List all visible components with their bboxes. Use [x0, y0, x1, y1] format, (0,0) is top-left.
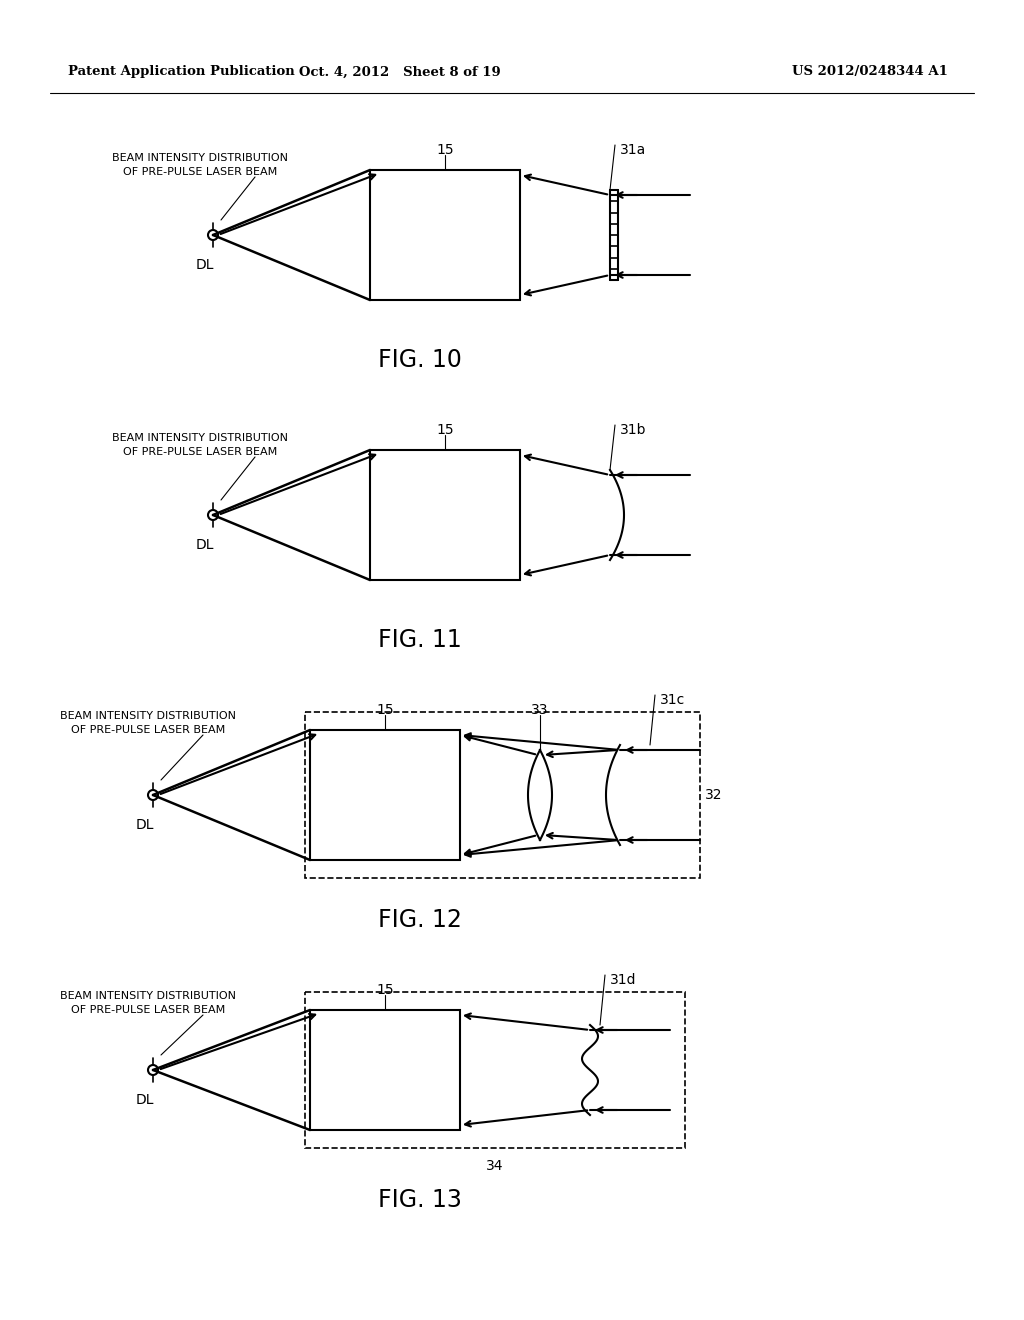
Text: FIG. 13: FIG. 13	[378, 1188, 462, 1212]
Text: 33: 33	[531, 704, 549, 717]
Text: BEAM INTENSITY DISTRIBUTION
OF PRE-PULSE LASER BEAM: BEAM INTENSITY DISTRIBUTION OF PRE-PULSE…	[60, 711, 236, 735]
Text: 31a: 31a	[620, 143, 646, 157]
Text: FIG. 10: FIG. 10	[378, 348, 462, 372]
Text: US 2012/0248344 A1: US 2012/0248344 A1	[792, 66, 948, 78]
Text: DL: DL	[196, 539, 214, 552]
Text: 34: 34	[486, 1159, 504, 1173]
Text: BEAM INTENSITY DISTRIBUTION
OF PRE-PULSE LASER BEAM: BEAM INTENSITY DISTRIBUTION OF PRE-PULSE…	[112, 433, 288, 457]
Polygon shape	[370, 450, 520, 579]
Text: 31c: 31c	[660, 693, 685, 708]
Text: 31b: 31b	[620, 422, 646, 437]
Text: 15: 15	[436, 143, 454, 157]
Polygon shape	[310, 1010, 460, 1130]
Text: 15: 15	[376, 704, 394, 717]
Text: 31d: 31d	[610, 973, 637, 987]
Text: DL: DL	[196, 257, 214, 272]
Polygon shape	[310, 730, 460, 861]
Text: DL: DL	[136, 818, 155, 832]
Text: 32: 32	[706, 788, 723, 803]
Polygon shape	[370, 170, 520, 300]
Text: FIG. 11: FIG. 11	[378, 628, 462, 652]
Text: BEAM INTENSITY DISTRIBUTION
OF PRE-PULSE LASER BEAM: BEAM INTENSITY DISTRIBUTION OF PRE-PULSE…	[60, 991, 236, 1015]
Text: 15: 15	[376, 983, 394, 997]
Text: DL: DL	[136, 1093, 155, 1107]
Text: Patent Application Publication: Patent Application Publication	[68, 66, 295, 78]
Text: Oct. 4, 2012   Sheet 8 of 19: Oct. 4, 2012 Sheet 8 of 19	[299, 66, 501, 78]
Text: 15: 15	[436, 422, 454, 437]
Text: BEAM INTENSITY DISTRIBUTION
OF PRE-PULSE LASER BEAM: BEAM INTENSITY DISTRIBUTION OF PRE-PULSE…	[112, 153, 288, 177]
Text: FIG. 12: FIG. 12	[378, 908, 462, 932]
